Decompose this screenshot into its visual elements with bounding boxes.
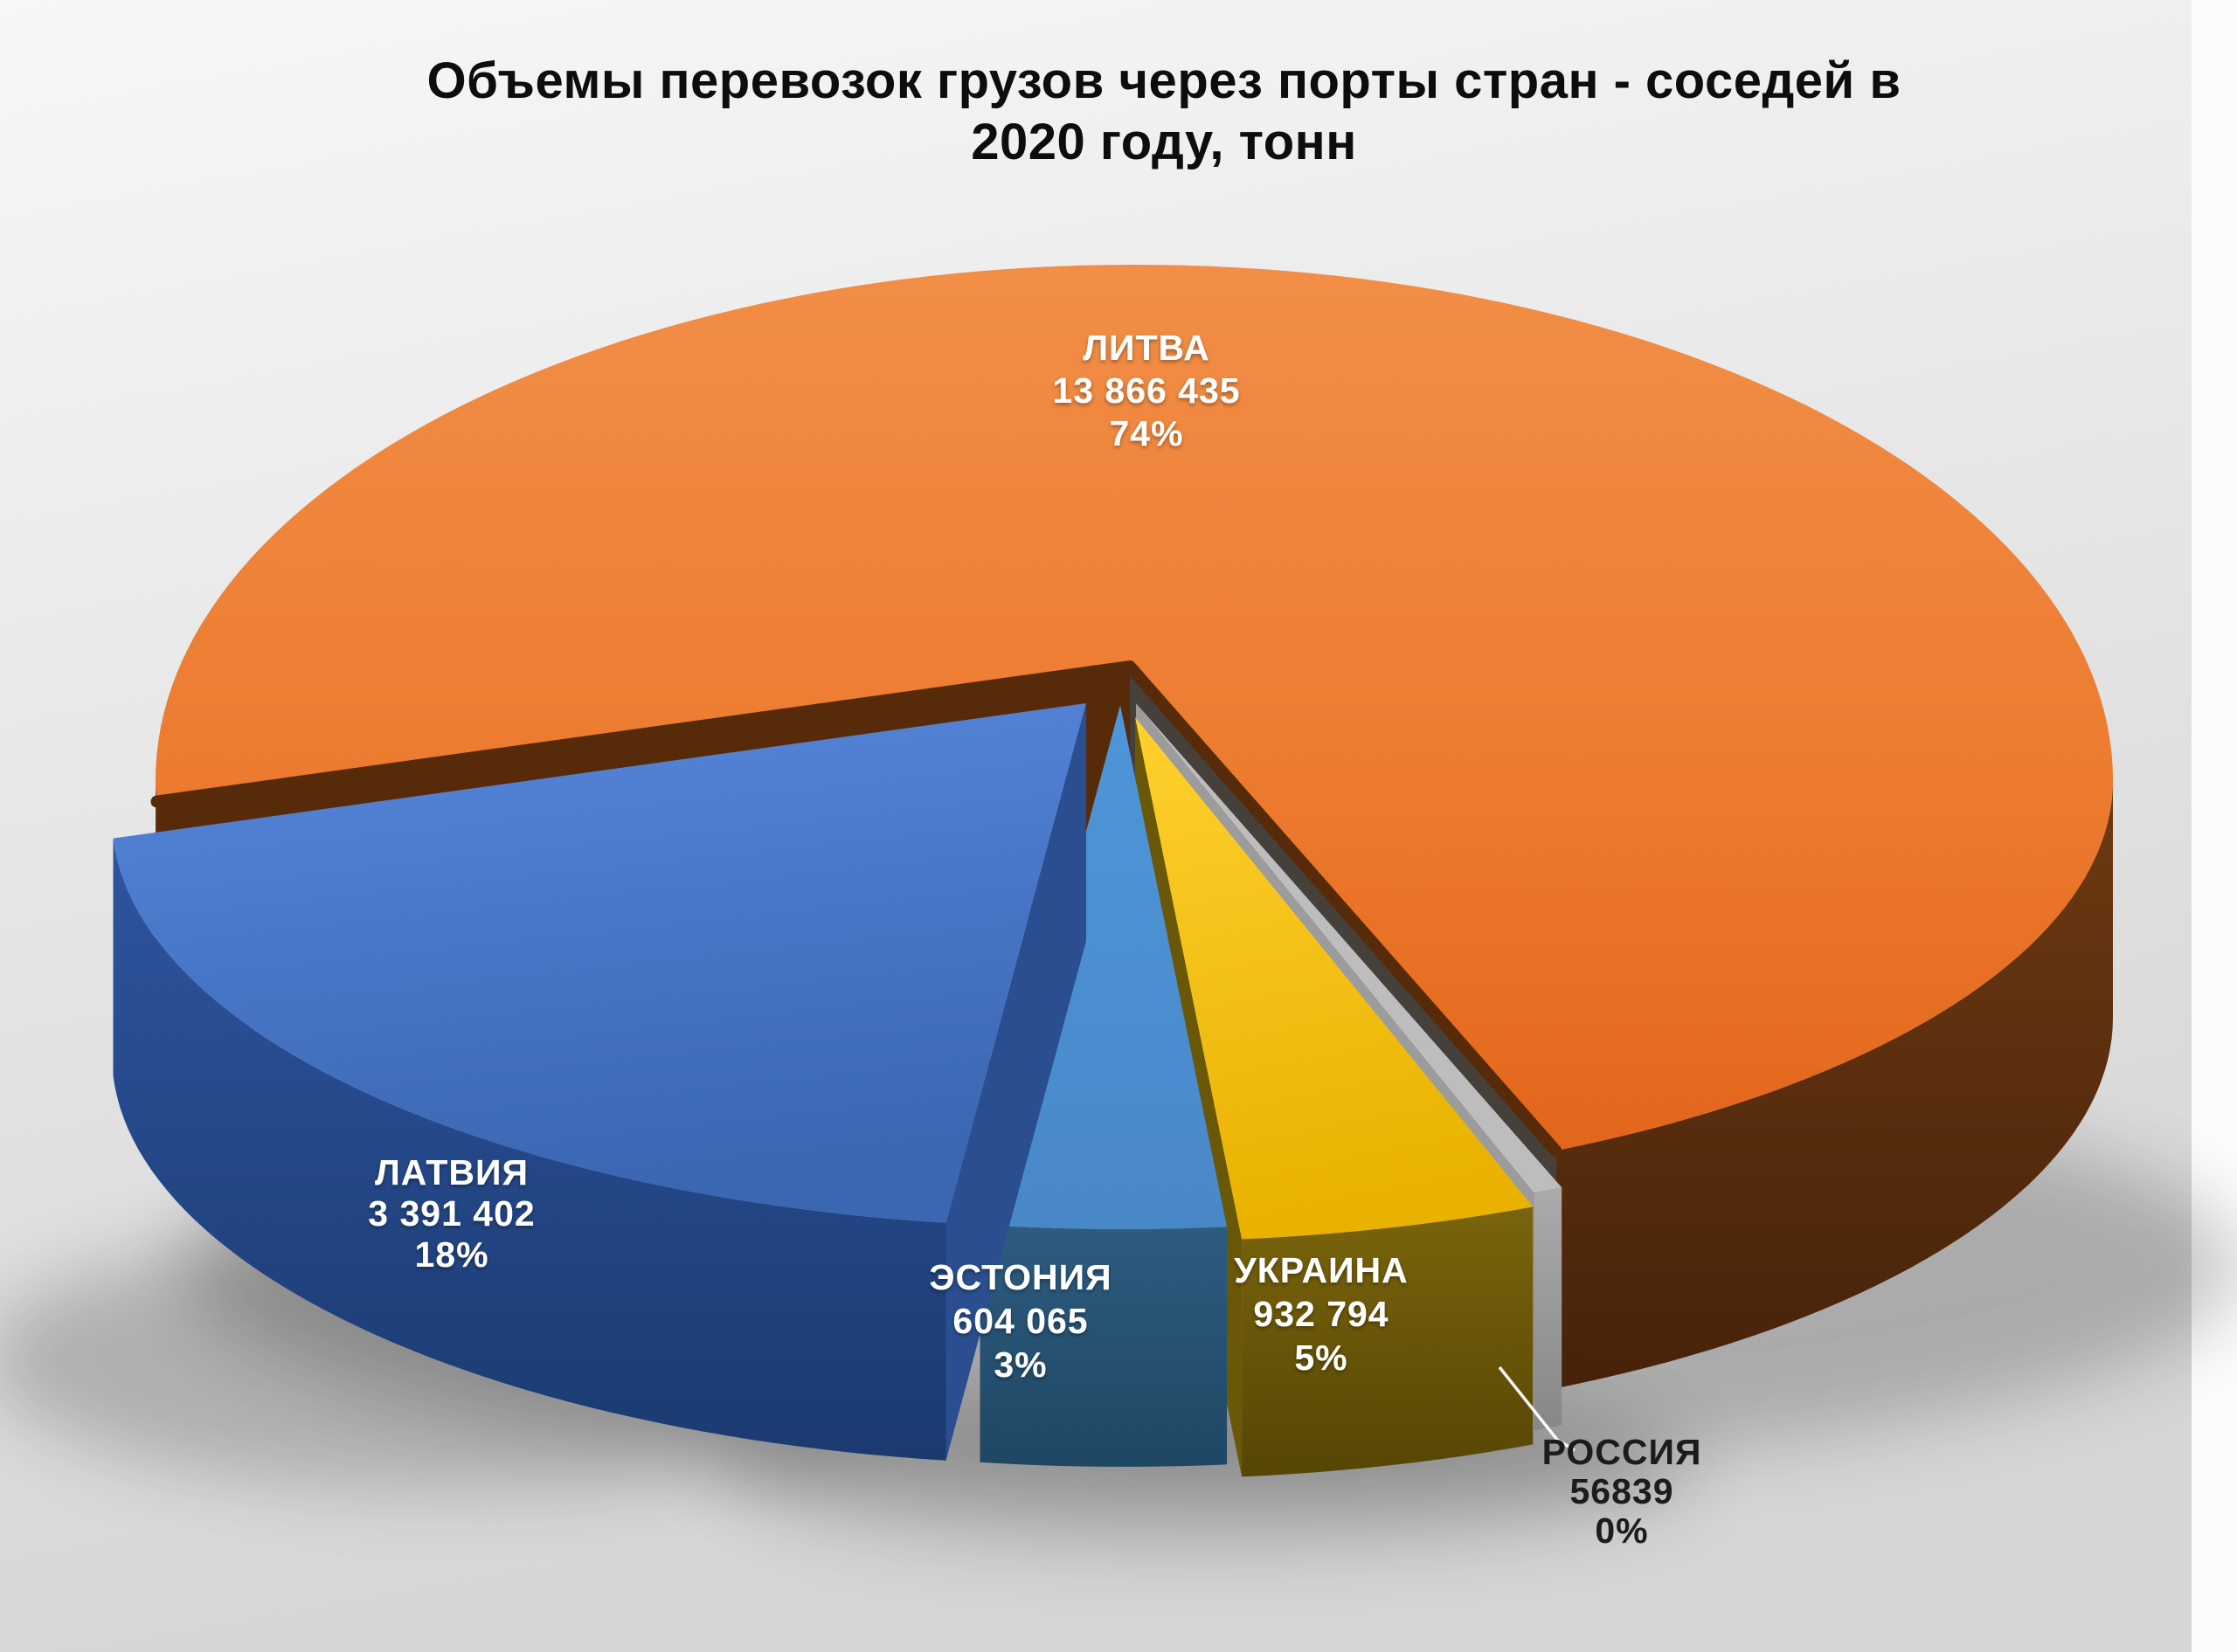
- estonia-percent: 3%: [994, 1344, 1047, 1385]
- rossiya-top-face: [1136, 703, 1562, 1193]
- rossiya-leader-line: [1498, 1365, 1576, 1452]
- label-latvia: ЛАТВИЯ 3 391 402 18%: [368, 1152, 535, 1275]
- latvia-percent: 18%: [414, 1234, 488, 1275]
- label-rossiya: РОССИЯ 56839 0%: [1542, 1432, 1702, 1551]
- latvia-value: 3 391 402: [368, 1193, 535, 1234]
- title: Объемы перевозок грузов через порты стра…: [427, 52, 1901, 170]
- ukraina-value: 932 794: [1253, 1294, 1389, 1334]
- rossiya-value: 56839: [1569, 1471, 1673, 1511]
- rossiya-name: РОССИЯ: [1542, 1432, 1702, 1472]
- litva-side-wall-b: [1555, 780, 2113, 1389]
- slice-labels: ЛИТВА 13 866 435 74% ЛАТВИЯ 3 391 402 18…: [368, 328, 1409, 1385]
- label-ukraina: УКРАИНА 932 794 5%: [1234, 1250, 1409, 1378]
- ukraina-side-wall: [1242, 1206, 1534, 1477]
- chart-title-line2: 2020 году, тонн: [971, 114, 1356, 170]
- ukraina-top-face: [1135, 717, 1534, 1240]
- litva-crust-edge: [150, 660, 1562, 1158]
- litva-percent: 74%: [1109, 413, 1183, 453]
- latvia-side-wall: [113, 838, 946, 1461]
- rossiya-side-wall: [1534, 1187, 1562, 1431]
- litva-value: 13 866 435: [1052, 370, 1240, 411]
- estonia-value: 604 065: [952, 1301, 1088, 1341]
- background-right-strip: [2192, 0, 2237, 1652]
- estonia-side-wall: [980, 1224, 1228, 1467]
- litva-name: ЛИТВА: [1083, 328, 1209, 368]
- latvia-top-face: [113, 703, 1086, 1223]
- estonia-name: ЭСТОНИЯ: [929, 1257, 1112, 1297]
- slice-latvia: [113, 703, 1086, 1461]
- chart-title-line1: Объемы перевозок грузов через порты стра…: [427, 52, 1901, 109]
- pie-slices: [113, 265, 2113, 1477]
- latvia-name: ЛАТВИЯ: [375, 1152, 529, 1192]
- latvia-cut-face-start: [945, 703, 1086, 1461]
- label-estonia: ЭСТОНИЯ 604 065 3%: [929, 1257, 1112, 1385]
- litva-top-face: [156, 265, 2113, 1151]
- rossiya-percent: 0%: [1595, 1510, 1648, 1551]
- label-litva: ЛИТВА 13 866 435 74%: [1052, 328, 1240, 453]
- ukraina-name: УКРАИНА: [1234, 1250, 1409, 1290]
- ukraina-percent: 5%: [1294, 1337, 1347, 1378]
